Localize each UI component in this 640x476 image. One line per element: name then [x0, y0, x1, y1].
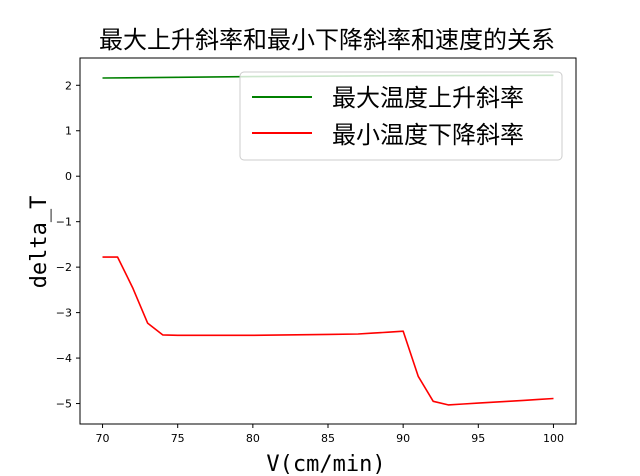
legend-box	[239, 71, 563, 161]
y-axis-label: delta_T	[27, 196, 52, 289]
x-axis-label: V(cm/min)	[266, 452, 385, 476]
legend-label-min-fall: 最小温度下降斜率	[332, 121, 524, 149]
x-tick-label: 95	[471, 432, 485, 445]
x-tick-label: 75	[171, 432, 185, 445]
y-tick-label: 1	[65, 125, 72, 138]
y-tick-label: −5	[56, 398, 72, 411]
x-tick-label: 85	[321, 432, 335, 445]
y-tick-label: −4	[56, 352, 72, 365]
legend: 最大温度上升斜率 最小温度下降斜率	[239, 71, 563, 161]
series-line-min-fall	[102, 256, 554, 406]
x-tick-label: 80	[246, 432, 260, 445]
legend-label-max-rise: 最大温度上升斜率	[332, 84, 524, 112]
x-axis-ticks: 70 75 80 85 90 95 100	[96, 424, 564, 445]
x-tick-label: 100	[543, 432, 564, 445]
y-tick-label: −1	[56, 216, 72, 229]
x-tick-label: 90	[396, 432, 410, 445]
y-tick-label: −3	[56, 307, 72, 320]
y-tick-label: 2	[65, 79, 72, 92]
y-tick-label: −2	[56, 261, 72, 274]
chart-title: 最大上升斜率和最小下降斜率和速度的关系	[99, 26, 555, 54]
y-tick-label: 0	[65, 170, 72, 183]
x-tick-label: 70	[96, 432, 110, 445]
y-axis-ticks: 2 1 0 −1 −2 −3 −4 −5	[56, 79, 80, 411]
